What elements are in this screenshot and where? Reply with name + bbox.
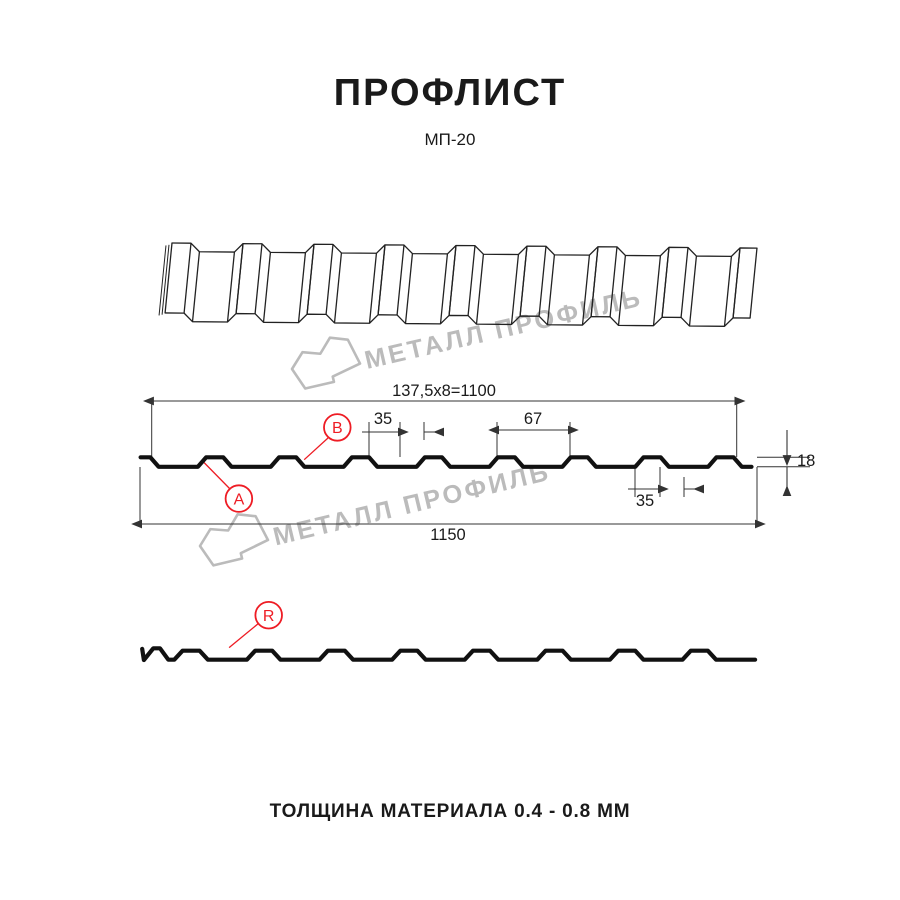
svg-text:МЕТАЛЛ ПРОФИЛЬ: МЕТАЛЛ ПРОФИЛЬ (270, 458, 553, 552)
svg-text:R: R (263, 608, 275, 625)
svg-text:A: A (234, 491, 245, 508)
svg-text:137,5x8=1100: 137,5x8=1100 (392, 382, 496, 400)
svg-text:18: 18 (797, 452, 815, 470)
svg-text:1150: 1150 (430, 526, 465, 544)
svg-text:B: B (332, 420, 343, 437)
svg-text:МЕТАЛЛ ПРОФИЛЬ: МЕТАЛЛ ПРОФИЛЬ (362, 284, 645, 375)
svg-text:35: 35 (636, 492, 654, 510)
svg-text:67: 67 (524, 410, 542, 428)
svg-text:35: 35 (374, 410, 392, 428)
